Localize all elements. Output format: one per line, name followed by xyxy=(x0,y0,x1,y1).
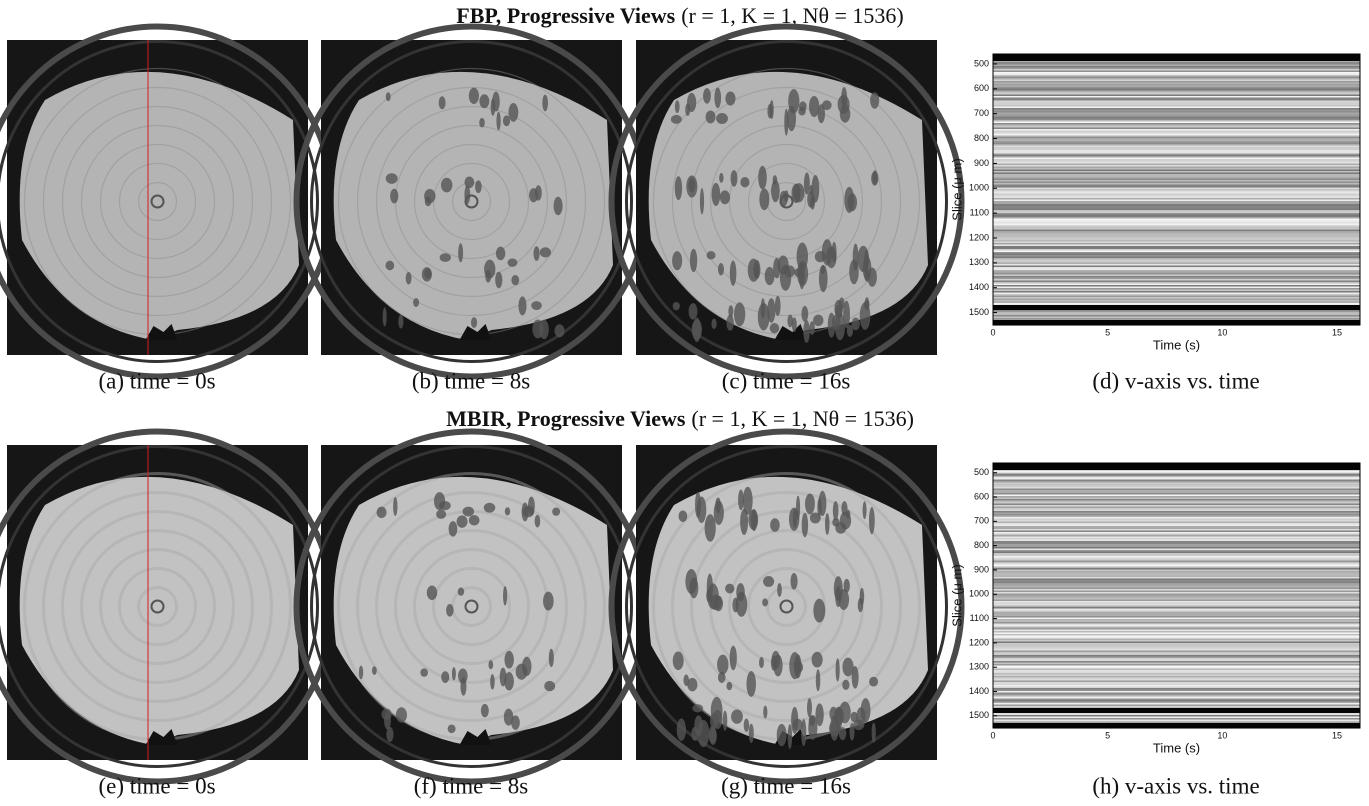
panel: (e) time = 0s xyxy=(0,432,333,799)
y-tick-label: 800 xyxy=(974,540,989,550)
title-bold: MBIR, Progressive Views xyxy=(446,406,686,431)
y-tick-label: 500 xyxy=(974,58,989,68)
y-tick-label: 800 xyxy=(974,133,989,143)
title-bold: FBP, Progressive Views xyxy=(456,3,675,28)
y-tick-label: 900 xyxy=(974,158,989,168)
caption: (e) time = 0s xyxy=(98,773,215,798)
y-tick-label: 1100 xyxy=(970,207,989,217)
x-tick-label: 0 xyxy=(990,730,995,740)
x-tick-label: 10 xyxy=(1217,327,1227,337)
y-tick-label: 1500 xyxy=(969,710,989,720)
y-tick-label: 700 xyxy=(974,516,989,526)
y-tick-label: 700 xyxy=(974,108,989,118)
caption: (d) v-axis vs. time xyxy=(1092,368,1259,393)
panel: (f) time = 8s xyxy=(297,432,647,799)
y-tick-label: 1500 xyxy=(969,307,989,317)
x-tick-label: 15 xyxy=(1332,730,1342,740)
x-axis-label: Time (s) xyxy=(1153,337,1200,352)
figure: FBP, Progressive Views (r = 1, K = 1, Nθ … xyxy=(0,0,1369,806)
panel: (b) time = 8s xyxy=(297,27,647,394)
panel: 500 600 700 800 900 1000 1100 1200 1300 1400 15000… xyxy=(949,54,1360,393)
y-tick-label: 1000 xyxy=(969,183,989,193)
row-title: MBIR, Progressive Views(r = 1, K = 1, Nθ… xyxy=(446,406,914,431)
caption: (b) time = 8s xyxy=(412,368,530,393)
y-axis-label: Slice (μ m) xyxy=(949,564,964,626)
panel: (g) time = 16s xyxy=(612,432,962,799)
y-tick-label: 1000 xyxy=(969,589,989,599)
y-tick-label: 1300 xyxy=(969,257,989,267)
x-axis-label: Time (s) xyxy=(1153,740,1200,755)
y-tick-label: 1400 xyxy=(969,282,989,292)
x-tick-label: 10 xyxy=(1217,730,1227,740)
panel: (a) time = 0s xyxy=(0,27,333,394)
y-tick-label: 1100 xyxy=(970,613,989,623)
row-title: FBP, Progressive Views(r = 1, K = 1, Nθ … xyxy=(456,3,903,28)
y-tick-label: 1200 xyxy=(969,637,989,647)
caption: (f) time = 8s xyxy=(414,773,529,798)
x-tick-label: 15 xyxy=(1332,327,1342,337)
caption: (c) time = 16s xyxy=(722,368,851,393)
x-tick-label: 5 xyxy=(1105,327,1110,337)
y-tick-label: 600 xyxy=(974,83,989,93)
x-tick-label: 0 xyxy=(990,327,995,337)
y-axis-label: Slice (μ m) xyxy=(949,158,964,220)
x-tick-label: 5 xyxy=(1105,730,1110,740)
y-tick-label: 1300 xyxy=(969,662,989,672)
panel: 500 600 700 800 900 1000 1100 1200 1300 1400 15000… xyxy=(949,463,1360,798)
y-tick-label: 600 xyxy=(974,491,989,501)
y-tick-label: 900 xyxy=(974,564,989,574)
caption: (g) time = 16s xyxy=(721,773,851,798)
title-params: (r = 1, K = 1, Nθ = 1536) xyxy=(691,406,914,431)
caption: (a) time = 0s xyxy=(98,368,215,393)
caption: (h) v-axis vs. time xyxy=(1092,773,1259,798)
y-tick-label: 1400 xyxy=(969,686,989,696)
y-tick-label: 500 xyxy=(974,467,989,477)
panel: (c) time = 16s xyxy=(612,27,962,394)
y-tick-label: 1200 xyxy=(969,232,989,242)
